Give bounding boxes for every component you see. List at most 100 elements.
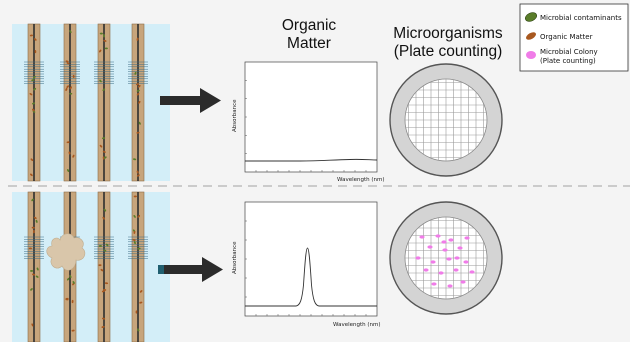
organic-particle [104,282,109,285]
contaminant-particle [133,214,136,218]
legend-colony-label-sub: (Plate counting) [540,57,596,65]
bottom-arrow [158,257,223,282]
organic-particle [33,38,37,41]
contaminant-particle [138,121,141,125]
organic-particle [135,83,140,86]
contaminant-particle [67,169,70,172]
colony-dot [446,257,452,261]
bottom-petri-dish [389,201,503,315]
top-plot-ylabel: Absorbance [232,99,238,132]
top-absorbance-plot: Absorbance Wavelength (nm) [232,61,385,183]
contaminant-particle [134,71,137,75]
top-arrow [160,88,221,113]
top-petri-dish [389,63,503,177]
organic-particle [136,92,140,96]
contaminant-particle [30,270,34,272]
bottom-absorbance-plot: Absorbance Wavelength (nm) [232,201,381,328]
top-plot-ticks [245,80,367,172]
contaminant-particle [31,79,35,82]
contaminant-particle [104,47,108,50]
colony-dot [448,238,454,242]
colony-dot [454,256,460,260]
colony-dot [419,235,425,239]
legend-organic-matter-label: Organic Matter [540,33,593,41]
organic-particle [132,239,136,241]
contaminant-particle [33,87,37,91]
contaminant-particle [102,88,106,92]
bottom-plot-xlabel: Wavelength (nm) [333,322,381,328]
colony-dot [463,260,469,264]
organic-particle [66,85,69,88]
contaminant-particle [99,32,103,35]
contaminant-particle [32,102,36,105]
microorganisms-title-line1: Microorganisms [393,25,503,42]
organic-particle [31,226,35,229]
top-absorbance-curve [245,158,378,162]
colony-dot [447,284,453,288]
colony-dot [460,280,466,284]
legend: Microbial contaminants Organic Matter Mi… [519,3,629,72]
organic-particle [136,170,139,174]
contaminant-particle [35,275,39,278]
contaminant-particle [31,198,34,202]
contaminant-particle [98,245,103,247]
legend-colony-label: Microbial Colony [540,48,598,56]
organic-particle [98,264,102,267]
organic-particle [137,85,141,88]
contaminant-particle [103,34,105,38]
contaminant-particle [103,208,107,212]
organic-particle [66,141,70,144]
top-columns [24,23,148,182]
organic-particle [136,174,140,177]
organic-particle [100,268,104,272]
contaminant-particle [105,243,109,247]
organic-particle [136,37,139,41]
organic-particle [99,49,102,53]
organic-matter-title-line2: Matter [287,35,331,52]
organic-particle [71,329,75,332]
contaminant-particle [36,267,39,271]
contaminant-particle [69,92,73,95]
organic-particle [102,216,105,220]
contaminant-particle [133,158,137,161]
organic-particle [102,317,106,320]
contaminant-particle [72,281,75,284]
microbial-contaminant-cluster [46,233,86,271]
organic-particle [29,93,33,96]
colony-dot [469,270,475,274]
organic-particle [32,273,36,276]
organic-particle [137,214,140,218]
organic-particle [32,229,35,234]
organic-particle [139,290,143,293]
legend-colony-icon [526,51,536,59]
organic-particle [65,87,68,91]
organic-particle [102,150,106,153]
organic-matter-title-line1: Organic [282,17,337,34]
organic-particle [28,247,33,250]
organic-particle [68,151,71,155]
bottom-plot-ticks [245,220,367,316]
organic-particle [133,230,136,235]
legend-contaminant-label: Microbial contaminants [540,14,622,22]
colony-dot [442,248,448,252]
contaminant-particle [67,277,70,281]
colony-dot [435,234,441,238]
colony-dot [430,260,436,264]
organic-particle [136,131,140,134]
colony-dot [431,282,437,286]
organic-particle [101,326,105,328]
top-plot-xlabel: Wavelength (nm) [337,177,385,183]
contaminant-particle [30,288,33,291]
organic-particle [135,310,138,314]
contaminant-particle [103,249,107,252]
contaminant-particle [99,79,102,83]
contaminant-particle [35,219,38,223]
organic-particle [99,144,103,148]
bottom-absorbance-curve [245,247,377,307]
organic-particle [34,49,37,54]
contaminant-particle [33,75,36,79]
microbial-colonies [415,234,475,288]
organic-particle [29,34,34,37]
